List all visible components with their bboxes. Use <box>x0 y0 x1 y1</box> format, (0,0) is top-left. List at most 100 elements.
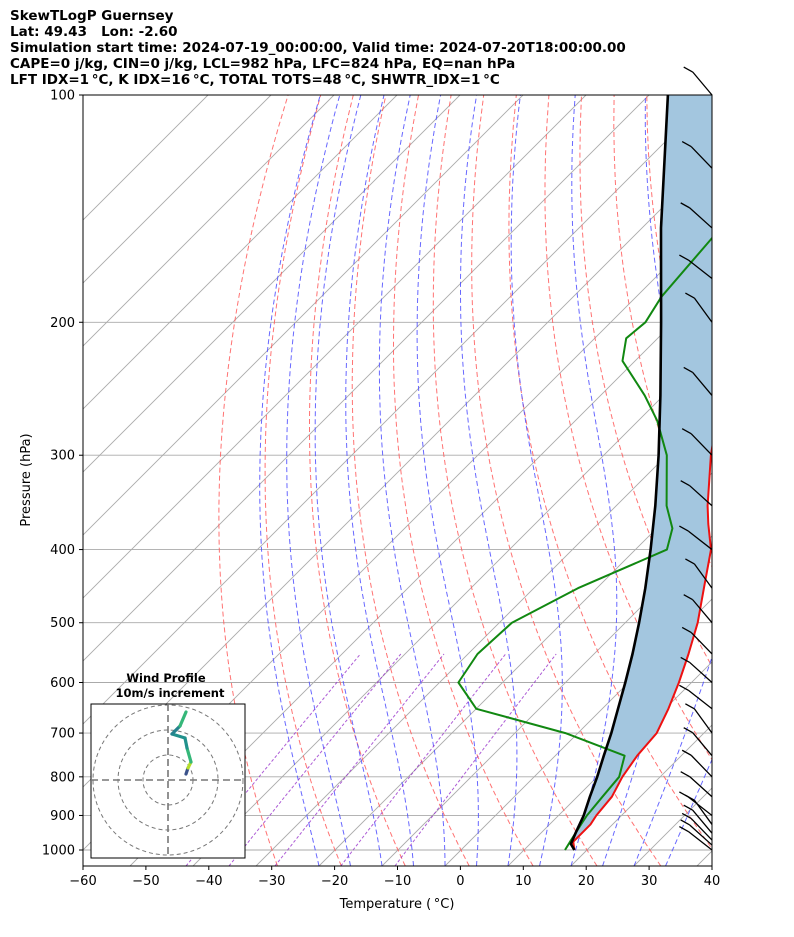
hodograph-trace <box>170 724 182 736</box>
wind-barb <box>681 812 713 841</box>
dry-adiabat <box>264 95 342 866</box>
wind-barb-staff <box>687 796 713 816</box>
hodograph-trace <box>183 736 189 750</box>
isotherm-gridline <box>83 95 272 284</box>
wind-barb <box>685 794 713 825</box>
dry-adiabat <box>432 95 598 866</box>
wind-barb-staff <box>687 259 713 280</box>
x-tick-label: 40 <box>704 874 721 889</box>
isotherm-gridline <box>83 95 398 410</box>
dry-adiabat <box>218 95 289 866</box>
wind-barb-flag <box>680 771 691 778</box>
chart-header: SkewTLogP Guernsey Lat: 49.43 Lon: -2.60 S… <box>10 8 626 88</box>
moist-adiabat <box>665 758 712 866</box>
moist-adiabat <box>286 95 351 866</box>
isotherm-gridline <box>444 598 712 866</box>
wind-barb-flag <box>683 727 694 734</box>
wind-barb-staff <box>690 631 713 655</box>
x-tick-label: −10 <box>384 874 411 889</box>
wind-barb-staff <box>690 817 713 841</box>
moist-adiabat <box>602 95 684 866</box>
hodograph-trace <box>170 732 187 740</box>
y-tick-label: 1000 <box>42 844 75 859</box>
wind-barb-staff <box>687 530 713 551</box>
isotherm-gridline <box>83 95 650 662</box>
moist-adiabat <box>460 95 518 866</box>
wind-barb <box>681 141 713 169</box>
wind-barb <box>680 480 713 507</box>
wind-barb <box>680 771 713 798</box>
isotherm-gridline <box>83 95 524 536</box>
wind-barb-flag <box>679 525 689 532</box>
x-tick-label: −40 <box>195 874 222 889</box>
wind-barb-staff <box>692 599 713 624</box>
wind-barb-flag <box>683 804 694 811</box>
dry-adiabat <box>309 95 406 866</box>
y-tick-label: 200 <box>50 316 75 331</box>
wind-barb <box>679 825 713 851</box>
wind-barb-staff <box>689 661 713 683</box>
isotherm-gridline <box>83 95 335 347</box>
mixing-ratio-line <box>274 653 445 866</box>
wind-barb-staff <box>687 689 713 710</box>
wind-barb-staff <box>689 207 713 229</box>
wind-barb-flag <box>681 428 692 435</box>
wind-barb <box>680 202 713 229</box>
moist-adiabat <box>633 655 712 866</box>
wind-barb <box>683 594 713 624</box>
time-line: Simulation start time: 2024-07-19_00:00:… <box>10 40 626 56</box>
moist-adiabat <box>570 95 618 866</box>
wind-barb <box>683 804 713 834</box>
wind-barb <box>681 626 713 655</box>
wind-barb-staff <box>690 433 713 456</box>
x-tick-label: −60 <box>69 874 96 889</box>
wind-barb <box>683 727 713 757</box>
wind-barb-staff <box>693 708 713 734</box>
moist-adiabat <box>416 95 479 866</box>
wind-barb <box>679 254 713 280</box>
wind-barb-flag <box>681 626 692 633</box>
isotherm-gridline <box>318 472 712 866</box>
dry-adiabat <box>471 95 662 866</box>
wind-barb <box>683 366 713 396</box>
isotherm-gridline <box>255 409 712 866</box>
mixing-ratio-line <box>228 653 402 866</box>
isotherm-gridline <box>83 95 712 725</box>
hodograph-trace <box>185 746 193 764</box>
wind-barb-flag <box>683 366 694 374</box>
isotherm-gridline <box>381 535 712 866</box>
wind-barb <box>685 703 713 734</box>
wind-barb-flag <box>679 791 689 798</box>
y-tick-label: 400 <box>50 543 75 558</box>
wind-barb-staff <box>693 563 713 589</box>
wind-barb-flag <box>679 254 689 261</box>
mixing-ratio-line <box>394 653 557 866</box>
wind-barb-flag <box>679 684 689 691</box>
wind-barb <box>681 749 713 778</box>
wind-barb-staff <box>689 776 713 798</box>
wind-barb-flag <box>680 480 691 487</box>
dewpoint-profile-line <box>457 236 712 851</box>
wind-barb-staff <box>689 485 713 507</box>
x-tick-label: 10 <box>515 874 532 889</box>
wind-barb-flag <box>681 749 692 756</box>
wind-barb-flag <box>685 558 695 565</box>
wind-barb-staff <box>692 71 713 96</box>
wind-barb-flag <box>685 292 695 299</box>
moist-adiabat <box>345 95 414 866</box>
wind-barb <box>679 525 713 551</box>
y-tick-label: 800 <box>50 770 75 785</box>
isotherm-gridline <box>129 283 712 866</box>
wind-barb <box>683 66 713 96</box>
dry-adiabat <box>393 95 534 866</box>
x-tick-label: −50 <box>132 874 159 889</box>
wind-barb <box>680 656 713 683</box>
hodograph-subtitle: 10m/s increment <box>116 686 225 700</box>
wind-barb-staff <box>692 809 713 834</box>
y-tick-label: 600 <box>50 676 75 691</box>
isotherm-gridline <box>83 95 587 599</box>
x-tick-label: −20 <box>321 874 348 889</box>
wind-barb-staff <box>692 372 713 396</box>
wind-barb-staff <box>693 297 713 323</box>
